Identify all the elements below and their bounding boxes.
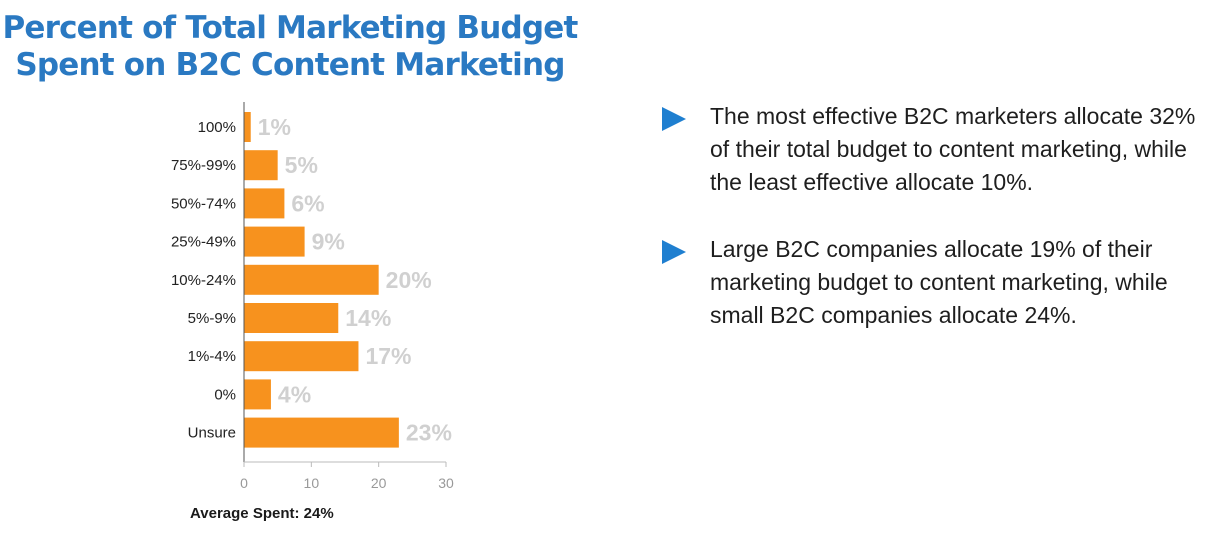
x-tick-label: 10	[304, 475, 320, 491]
average-spent-label: Average Spent: 24%	[190, 505, 334, 522]
value-label: 20%	[386, 267, 432, 293]
bar-chart: 100% 1%75%-99% 5%50%-74% 6%25%-49% 9%10%-24%…	[171, 102, 454, 491]
category-label: 1%-4%	[188, 348, 236, 365]
x-tick-label: 20	[371, 475, 387, 491]
finding-item: The most effective B2C marketers allocat…	[662, 100, 1202, 199]
bar	[244, 379, 271, 410]
category-label: 100%	[198, 119, 236, 136]
category-label: 10%-24%	[171, 272, 236, 289]
bar	[244, 417, 399, 448]
category-label: 0%	[214, 386, 236, 403]
bar	[244, 112, 251, 142]
bar	[244, 188, 285, 219]
value-label: 4%	[278, 381, 311, 407]
value-label: 6%	[291, 190, 324, 216]
bar	[244, 303, 339, 333]
finding-item: Large B2C companies allocate 19% of thei…	[662, 233, 1202, 332]
bar	[244, 150, 278, 181]
chart-title-line-1: Percent of Total Marketing Budget	[2, 10, 578, 46]
bar	[244, 226, 305, 257]
value-label: 1%	[258, 114, 291, 140]
value-label: 23%	[406, 420, 452, 446]
category-label: 75%-99%	[171, 157, 236, 174]
bar	[244, 264, 379, 295]
finding-text: The most effective B2C marketers allocat…	[710, 103, 1196, 195]
chart-title: Percent of Total Marketing Budget Spent …	[0, 10, 580, 84]
category-label: 5%-9%	[188, 310, 236, 327]
value-label: 9%	[312, 229, 345, 255]
finding-text: Large B2C companies allocate 19% of thei…	[710, 236, 1168, 328]
chart-title-line-2: Spent on B2C Content Marketing	[15, 47, 565, 83]
category-label: Unsure	[188, 425, 236, 442]
category-label: 25%-49%	[171, 234, 236, 251]
x-tick-label: 0	[240, 475, 248, 491]
triangle-bullet-icon	[662, 107, 686, 131]
key-findings: The most effective B2C marketers allocat…	[662, 100, 1202, 366]
triangle-bullet-icon	[662, 240, 686, 264]
value-label: 5%	[285, 152, 318, 178]
x-tick-label: 30	[438, 475, 454, 491]
category-label: 50%-74%	[171, 195, 236, 212]
value-label: 17%	[365, 343, 411, 369]
bar	[244, 341, 359, 372]
value-label: 14%	[345, 305, 391, 331]
